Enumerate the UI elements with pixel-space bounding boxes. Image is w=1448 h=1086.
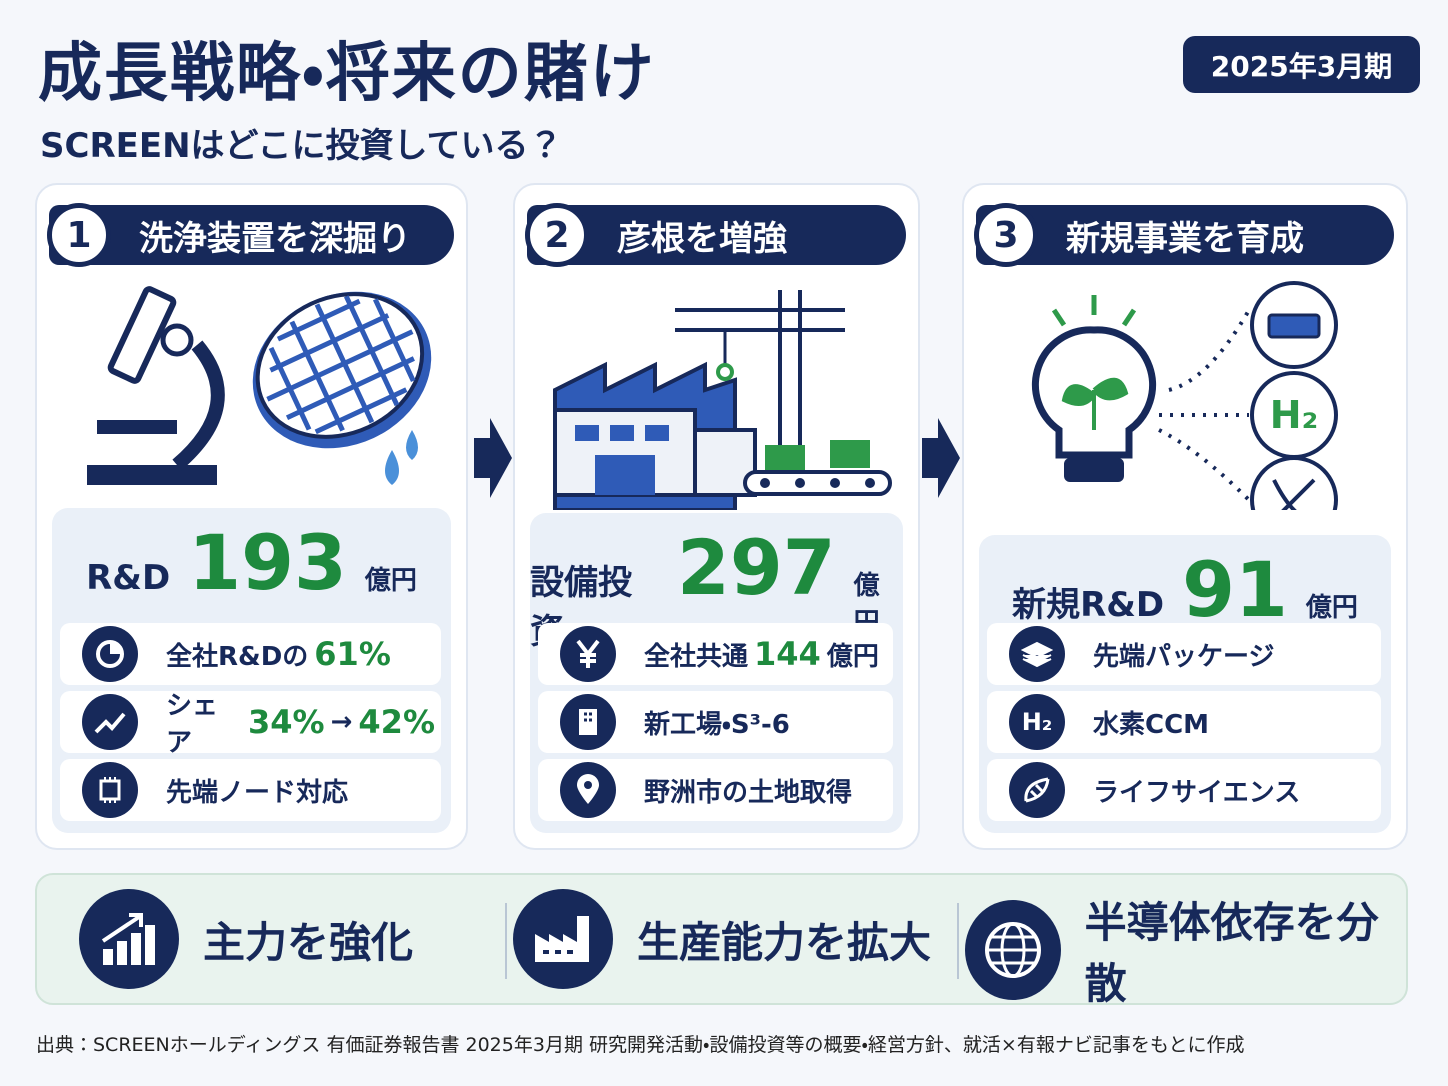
outcome-text: 主力を強化 bbox=[203, 917, 414, 967]
metric-value: 193 bbox=[188, 518, 347, 607]
outcome: 生産能力を拡大 bbox=[513, 889, 931, 989]
metric-line: 新規R&D 91 億円 bbox=[979, 545, 1391, 634]
row-icon bbox=[560, 762, 616, 818]
accent-text: 144 bbox=[754, 635, 821, 673]
detail-row: シェア 34% → 42% bbox=[60, 691, 441, 758]
metric-value: 91 bbox=[1182, 545, 1288, 634]
row-icon bbox=[560, 626, 616, 682]
outcome: 半導体依存を分散 bbox=[965, 889, 1406, 1011]
row-icon bbox=[82, 626, 138, 682]
outcome-icon bbox=[965, 900, 1061, 1000]
outcome-band: 主力を強化 生産能力を拡大 半導体依存を分散 bbox=[35, 873, 1408, 1008]
accent-text: 34% bbox=[248, 703, 325, 741]
divider bbox=[957, 903, 959, 979]
row-text: 先端ノード対応 bbox=[166, 777, 349, 808]
row-icon bbox=[1009, 762, 1065, 818]
row-icon bbox=[1009, 626, 1065, 682]
period-badge: 2025年3月期 bbox=[1183, 36, 1420, 93]
detail-row: ライフサイエンス bbox=[987, 759, 1381, 821]
step-number: 1 bbox=[47, 203, 111, 267]
metric-label: R&D bbox=[86, 558, 171, 598]
subtitle: SCREENはどこに投資している？ bbox=[40, 126, 563, 166]
metric-line: R&D 193 億円 bbox=[52, 518, 451, 607]
outcome-text: 半導体依存を分散 bbox=[1084, 898, 1379, 1008]
illustration bbox=[37, 280, 467, 514]
detail-row: 新工場・S³-6 bbox=[538, 691, 893, 753]
row-text: シェア bbox=[166, 691, 219, 758]
metric-line: 設備投資297億円 bbox=[530, 523, 903, 653]
panel: 2 彦根を増強設備投資 297 億円全社共通144億円新工場・S³-6 野洲市の土地取得 bbox=[513, 183, 920, 850]
detail-row: 野洲市の土地取得 bbox=[538, 759, 893, 821]
flow-arrow bbox=[474, 418, 512, 498]
row-icon bbox=[82, 762, 138, 818]
heading-text: 彦根を増強 bbox=[617, 218, 787, 259]
detail-row: 先端ノード対応 bbox=[60, 759, 441, 821]
icon-label: H₂ bbox=[1021, 708, 1053, 736]
divider bbox=[505, 903, 507, 979]
step-number: 3 bbox=[974, 203, 1038, 267]
panel-heading: 2 彦根を増強 bbox=[525, 203, 906, 267]
metric-unit: 億円 bbox=[1305, 593, 1358, 623]
row-icon bbox=[82, 694, 138, 750]
metric-box: R&D 193 億円全社R&Dの 61% シェア 34% → 42% 先端ノード対応 bbox=[52, 508, 451, 833]
metric-box: 新規R&D 91 億円 先端パッケージ H₂ 水素CCM ライフサイエンス bbox=[979, 535, 1391, 833]
row-icon: H₂ bbox=[1009, 694, 1065, 750]
panel-heading: 3 新規事業を育成 bbox=[974, 203, 1394, 267]
row-text: 億円 bbox=[826, 641, 879, 672]
detail-row: 全社共通 144 億円 bbox=[538, 623, 893, 685]
heading-text: 新規事業を育成 bbox=[1066, 218, 1304, 259]
title: 成長戦略・将来の賭け bbox=[38, 37, 656, 111]
illustration: H₂ bbox=[964, 280, 1404, 544]
accent-text: 42% bbox=[358, 703, 435, 741]
row-text: → bbox=[330, 707, 353, 737]
outcome: 主力を強化 bbox=[79, 889, 413, 989]
row-text: 水素CCM bbox=[1093, 709, 1210, 740]
metric-box: 設備投資 297 億円全社共通144億円新工場・S³-6 野洲市の土地取得 bbox=[530, 513, 903, 833]
heading-text: 洗浄装置を深掘り bbox=[139, 218, 411, 259]
row-text: 先端パッケージ bbox=[1093, 641, 1275, 672]
step-number: 2 bbox=[525, 203, 589, 267]
h2-label: H₂ bbox=[1270, 393, 1318, 437]
row-icon bbox=[560, 694, 616, 750]
source-note: 出典：SCREENホールディングス 有価証券報告書 2025年3月期 研究開発活… bbox=[36, 1034, 1245, 1056]
row-text: 新工場・S³-6 bbox=[644, 709, 790, 740]
row-text: 全社R&Dの bbox=[166, 641, 309, 672]
outcome-icon bbox=[79, 889, 179, 989]
panel: 3 新規事業を育成 H₂ 新規R&D 91 億円 先端パッケージ H₂ 水素CCM ライフサイエン… bbox=[962, 183, 1408, 850]
row-text: 全社共通 bbox=[644, 641, 749, 672]
detail-row: 先端パッケージ bbox=[987, 623, 1381, 685]
metric-value: 297 bbox=[677, 523, 836, 612]
outcome-text: 生産能力を拡大 bbox=[637, 917, 932, 967]
row-text: 野洲市の土地取得 bbox=[644, 777, 853, 808]
accent-text: 61% bbox=[314, 635, 391, 673]
panel-heading: 1 洗浄装置を深掘り bbox=[47, 203, 454, 267]
metric-label: 設備投資 bbox=[530, 563, 632, 652]
metric-label: 新規R&D bbox=[1012, 585, 1165, 625]
metric-unit: 億円 bbox=[364, 566, 417, 596]
outcome-icon bbox=[513, 889, 613, 989]
detail-row: H₂ 水素CCM bbox=[987, 691, 1381, 753]
illustration bbox=[515, 280, 915, 514]
panel: 1 洗浄装置を深掘り R&D 193 億円全社R&Dの 61% シェア 34% → 42% 先端ノー… bbox=[35, 183, 468, 850]
row-text: ライフサイエンス bbox=[1093, 777, 1301, 808]
flow-arrow bbox=[922, 418, 960, 498]
detail-row: 全社R&Dの 61% bbox=[60, 623, 441, 685]
